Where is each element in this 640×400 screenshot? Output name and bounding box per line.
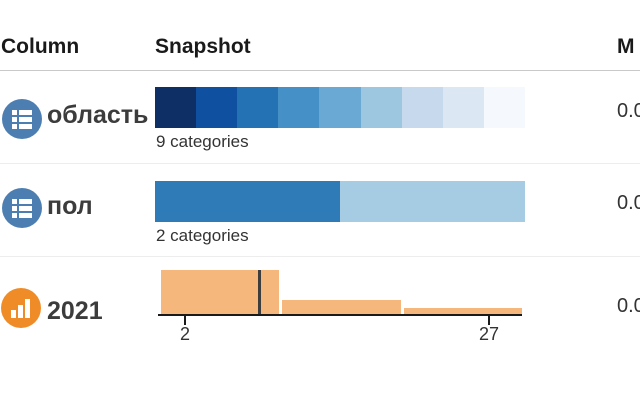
category-segment [360,87,402,128]
category-count-caption: 9 categories [156,132,249,151]
categorical-column-icon [2,99,42,139]
histogram: 2 27 [158,270,522,344]
header-column: Column [1,35,80,58]
category-segment [196,87,238,128]
column-name: 2021 [47,297,103,325]
histogram-bars [158,270,522,314]
column-name: область [47,101,149,129]
histogram-bar [161,270,280,314]
histogram-bar [282,300,401,314]
median-marker-line [258,270,261,314]
category-segments-bar [155,181,525,222]
category-segment [155,181,340,222]
missing-value: 0.0 [617,100,640,122]
category-segment [442,87,484,128]
axis-tick-min [184,316,186,325]
axis-label-max: 27 [478,324,500,344]
header-missing: M [617,35,635,58]
header-snapshot: Snapshot [155,35,251,58]
row-divider [0,163,640,164]
category-segment [401,87,443,128]
category-segment [340,181,525,222]
numeric-column-icon [1,288,41,328]
row-divider [0,256,640,257]
category-count-caption: 2 categories [156,226,249,245]
header-divider [0,70,640,71]
categorical-column-icon [2,188,42,228]
category-segment [237,87,279,128]
missing-value: 0.0 [617,192,640,214]
axis-label-min: 2 [179,324,191,344]
category-segments-bar [155,87,525,128]
category-segment [278,87,320,128]
histogram-bar [403,308,522,314]
missing-value: 0.0 [617,295,640,317]
column-name: пол [47,192,93,220]
axis-tick-max [488,316,490,325]
category-segment [155,87,197,128]
histogram-axis [158,314,522,316]
category-segment [483,87,525,128]
category-segment [319,87,361,128]
